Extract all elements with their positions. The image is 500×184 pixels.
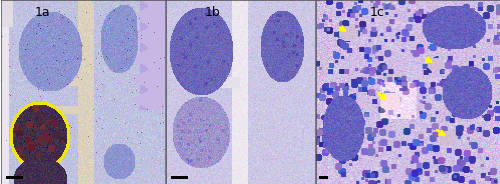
- Text: 1c: 1c: [370, 6, 385, 19]
- Text: 1b: 1b: [204, 6, 220, 19]
- Text: 1a: 1a: [34, 6, 50, 19]
